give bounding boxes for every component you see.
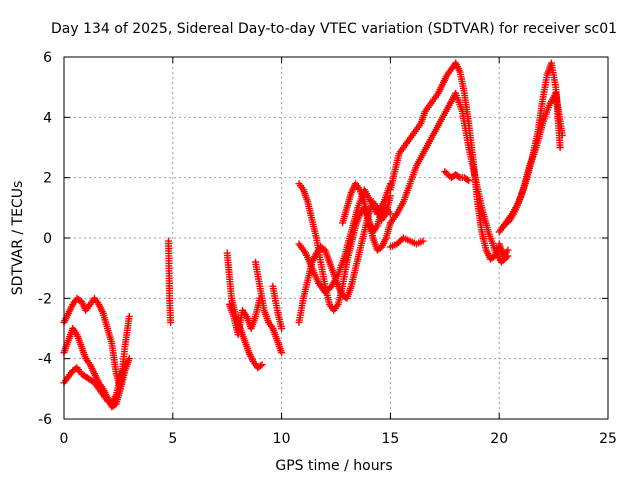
x-tick-label: 10: [273, 431, 291, 447]
series-trace-15: [386, 234, 427, 251]
y-tick-label: -2: [38, 291, 52, 307]
data-point: [121, 361, 129, 369]
series-trace-3: [60, 361, 129, 408]
series-trace-16: [441, 168, 473, 185]
series-trace-18: [500, 89, 566, 230]
data-point: [556, 144, 564, 151]
axis-ticks: 0 5 10 15 20 25 -6 -4 -2 0 2 4 6: [38, 50, 617, 447]
data-point: [257, 362, 265, 370]
data-points: [60, 59, 566, 411]
y-tick-label: 0: [43, 231, 52, 247]
data-point: [167, 318, 175, 326]
data-point: [278, 325, 286, 332]
data-point: [463, 176, 471, 184]
data-point: [465, 177, 473, 185]
series-trace-17: [495, 59, 564, 236]
x-tick-label: 15: [381, 431, 399, 447]
data-point: [326, 284, 334, 292]
x-tick-label: 25: [599, 431, 617, 447]
data-point: [125, 312, 133, 320]
y-axis-label: SDTVAR / TECUs: [10, 181, 26, 296]
data-point: [504, 217, 512, 225]
data-point: [386, 210, 394, 218]
y-tick-label: -4: [38, 352, 52, 368]
data-point: [558, 131, 566, 139]
x-axis-label: GPS time / hours: [275, 458, 392, 474]
series-trace-7: [251, 258, 286, 357]
x-tick-label: 0: [60, 431, 69, 447]
series-trace-2: [60, 294, 133, 393]
x-tick-label: 20: [490, 431, 508, 447]
data-point: [455, 173, 463, 181]
series-trace-6: [225, 294, 264, 339]
series-trace-4: [164, 237, 175, 326]
grid: [64, 57, 608, 419]
y-tick-label: -6: [38, 412, 52, 428]
data-point: [504, 246, 512, 254]
series-trace-5: [223, 249, 266, 372]
series-trace-9: [295, 192, 394, 326]
series-trace-19: [495, 240, 512, 260]
y-tick-label: 6: [43, 50, 52, 66]
y-tick-label: 4: [43, 110, 52, 126]
data-point: [258, 361, 266, 369]
y-tick-label: 2: [43, 171, 52, 187]
series-trace-14: [386, 89, 512, 266]
data-point: [278, 349, 286, 357]
data-point: [419, 237, 427, 245]
plot-frame: [63, 56, 609, 420]
series-trace-8: [269, 282, 286, 332]
chart-title: Day 134 of 2025, Sidereal Day-to-day VTE…: [51, 21, 617, 37]
x-tick-label: 5: [168, 431, 177, 447]
